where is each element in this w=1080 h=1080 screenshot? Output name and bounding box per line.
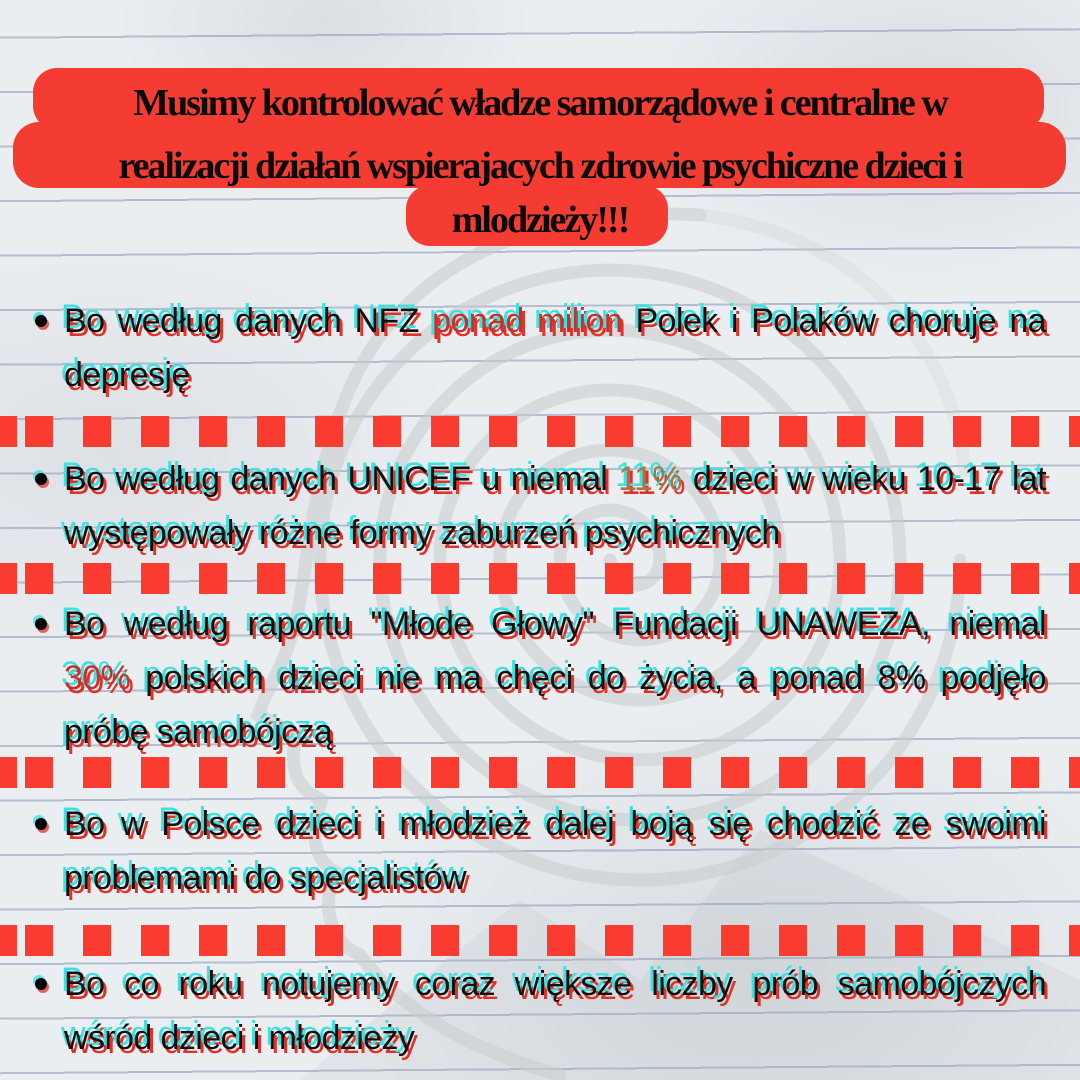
bullet-dot-icon: [35, 818, 47, 830]
banner-title-line1: Musimy kontrolować władze samorządowe i …: [133, 82, 948, 124]
bullet-text: Bo co roku notujemy coraz większe liczby…: [64, 965, 1047, 1057]
bullet-item: Bo według danych UNICEF u niemal 11% dzi…: [30, 452, 1047, 560]
dashed-separator-2: [0, 563, 1080, 594]
bullet-dot-icon: [35, 618, 47, 630]
dashed-separator-3: [0, 757, 1080, 788]
banner-title-line2: realizacji działań wspierajacych zdrowie…: [118, 145, 963, 187]
bullet-text: Bo w Polsce dzieci i młodzież dalej boją…: [64, 805, 1047, 897]
bullet-dot-icon: [35, 315, 47, 327]
highlight-text: 11%: [618, 460, 682, 498]
bullet-text: Polek i Polaków choruje na depresję: [64, 302, 1047, 394]
highlight-text: 30%: [64, 659, 131, 697]
bullet-item: Bo według raportu "Młode Głowy" Fundacji…: [30, 597, 1047, 759]
banner-background-row2: [13, 122, 1066, 188]
banner-background-row1: [33, 68, 1044, 130]
dashed-separator-1: [0, 416, 1080, 447]
bullet-text: Bo według raportu "Młode Głowy" Fundacji…: [64, 605, 1047, 643]
highlight-text: ponad milion: [432, 302, 623, 340]
bullet-dot-icon: [35, 473, 47, 485]
banner-background-row3: [406, 185, 668, 246]
bullet-item: Bo według danych NFZ ponad milion Polek …: [30, 294, 1047, 402]
bullet-item: Bo co roku notujemy coraz większe liczby…: [30, 957, 1047, 1065]
bullet-text: dzieci w wieku 10-17 lat występowały róż…: [64, 460, 1047, 552]
bullet-text: Bo według danych NFZ: [64, 302, 433, 340]
bullet-dot-icon: [35, 978, 47, 990]
bullet-text: Bo według danych UNICEF u niemal: [64, 460, 619, 498]
banner-title-line3: mlodzieży!!!: [451, 199, 630, 241]
dashed-separator-4: [0, 925, 1080, 956]
bullet-text: polskich dzieci nie ma chęci do życia, a…: [64, 659, 1047, 751]
bullet-item: Bo w Polsce dzieci i młodzież dalej boją…: [30, 797, 1047, 905]
